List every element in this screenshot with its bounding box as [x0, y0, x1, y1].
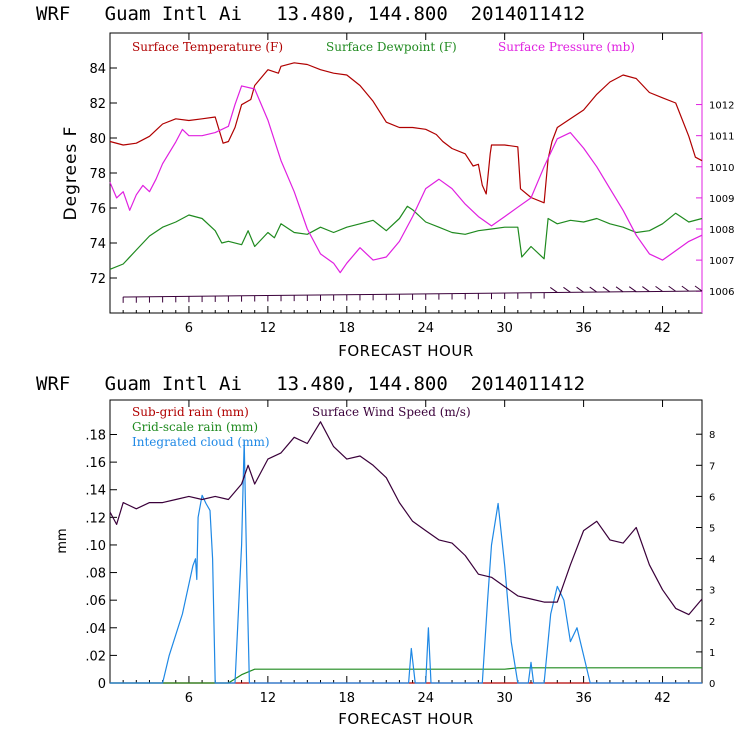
wind-barb: [602, 286, 611, 293]
right-y-tick-label: 7: [709, 461, 715, 472]
legend-surface-pressure: Surface Pressure (mb): [498, 40, 635, 54]
legend-surface-dewpoint: Surface Dewpoint (F): [326, 40, 457, 54]
x-tick-label: 24: [417, 321, 434, 336]
wind-barb: [694, 285, 703, 292]
rain-cloud-wind-panel: WRF Guam Intl Ai 13.480, 144.800 2014011…: [36, 373, 715, 728]
legend-subgrid-rain: Sub-grid rain (mm): [132, 405, 249, 419]
y-tick-label: 84: [89, 62, 106, 77]
right-y-tick-label: 0: [709, 679, 715, 690]
x-tick-label: 12: [260, 321, 277, 336]
series-line-grid-scale-rain-mm: [110, 667, 702, 684]
series-line-surface-wind-speed-m-s: [109, 421, 703, 616]
wind-barb: [615, 286, 624, 293]
wind-barb: [668, 285, 676, 292]
panel1-plot-frame: [109, 32, 703, 314]
y-tick-label: .14: [85, 484, 106, 499]
legend-surface-wind-speed: Surface Wind Speed (m/s): [312, 405, 471, 419]
y-tick-label: .10: [85, 539, 106, 554]
wind-barb: [681, 285, 690, 292]
x-tick-label: 24: [417, 691, 434, 706]
series-line-surface-temperature-f: [109, 62, 703, 204]
x-tick-label: 12: [260, 691, 277, 706]
x-tick-label: 18: [339, 691, 356, 706]
x-tick-label: 6: [185, 321, 193, 336]
wind-barb-row: [122, 285, 703, 303]
series-line-surface-dewpoint-f: [109, 205, 703, 270]
y-tick-label: 0: [98, 677, 106, 692]
right-y-tick-label: 1012: [709, 101, 734, 112]
panel2-title: WRF Guam Intl Ai 13.480, 144.800 2014011…: [36, 373, 585, 395]
y-tick-label: .16: [85, 456, 106, 471]
wind-barb: [642, 286, 650, 292]
x-tick-label: 42: [654, 691, 671, 706]
wind-barb: [589, 286, 598, 293]
panel1-x-axis-label: FORECAST HOUR: [338, 342, 474, 360]
wind-barb: [576, 286, 584, 293]
y-tick-label: .02: [85, 649, 106, 664]
wind-barb: [563, 286, 571, 293]
x-tick-label: 6: [185, 691, 193, 706]
right-y-tick-label: 8: [709, 430, 715, 441]
legend-surface-temperature: Surface Temperature (F): [132, 40, 283, 54]
y-tick-label: .04: [85, 622, 106, 637]
y-tick-label: 72: [89, 272, 106, 287]
legend-integrated-cloud: Integrated cloud (mm): [132, 435, 270, 449]
x-tick-label: 36: [575, 321, 592, 336]
y-tick-label: .08: [85, 567, 106, 582]
y-tick-label: 82: [89, 97, 106, 112]
y-tick-label: .18: [85, 429, 106, 444]
legend-gridscale-rain: Grid-scale rain (mm): [132, 420, 258, 434]
right-y-tick-label: 3: [709, 586, 715, 597]
x-tick-label: 30: [496, 691, 513, 706]
right-y-tick-label: 1011: [709, 132, 734, 143]
y-tick-label: 76: [89, 202, 106, 217]
y-tick-label: 74: [89, 237, 106, 252]
right-y-tick-label: 4: [709, 555, 715, 566]
right-y-tick-label: 1007: [709, 256, 734, 267]
right-y-tick-label: 1008: [709, 225, 734, 236]
temperature-pressure-panel: WRF Guam Intl Ai 13.480, 144.800 2014011…: [36, 3, 734, 360]
x-tick-label: 42: [654, 321, 671, 336]
right-y-tick-label: 2: [709, 617, 715, 628]
y-tick-label: .06: [85, 594, 106, 609]
x-tick-label: 18: [339, 321, 356, 336]
series-line-surface-pressure-mb: [109, 85, 703, 274]
series-line-integrated-cloud-mm: [110, 440, 702, 684]
right-y-tick-label: 5: [709, 524, 715, 535]
right-y-tick-label: 1009: [709, 194, 734, 205]
right-y-tick-label: 1: [709, 648, 715, 659]
right-y-tick-label: 6: [709, 492, 715, 503]
panel1-title: WRF Guam Intl Ai 13.480, 144.800 2014011…: [36, 3, 585, 25]
panel2-x-axis-label: FORECAST HOUR: [338, 710, 474, 728]
panel1-y-axis-label: Degrees F: [61, 126, 81, 221]
y-tick-label: 80: [89, 132, 106, 147]
wind-barb: [655, 285, 663, 292]
x-tick-label: 36: [575, 691, 592, 706]
panel2-y-axis-label: mm: [55, 528, 70, 553]
y-tick-label: .12: [85, 511, 106, 526]
y-tick-label: 78: [89, 167, 106, 182]
right-y-tick-label: 1006: [709, 287, 734, 298]
wind-barb: [549, 287, 558, 293]
right-y-tick-label: 1010: [709, 163, 734, 174]
x-tick-label: 30: [496, 321, 513, 336]
wind-barb: [628, 286, 637, 293]
